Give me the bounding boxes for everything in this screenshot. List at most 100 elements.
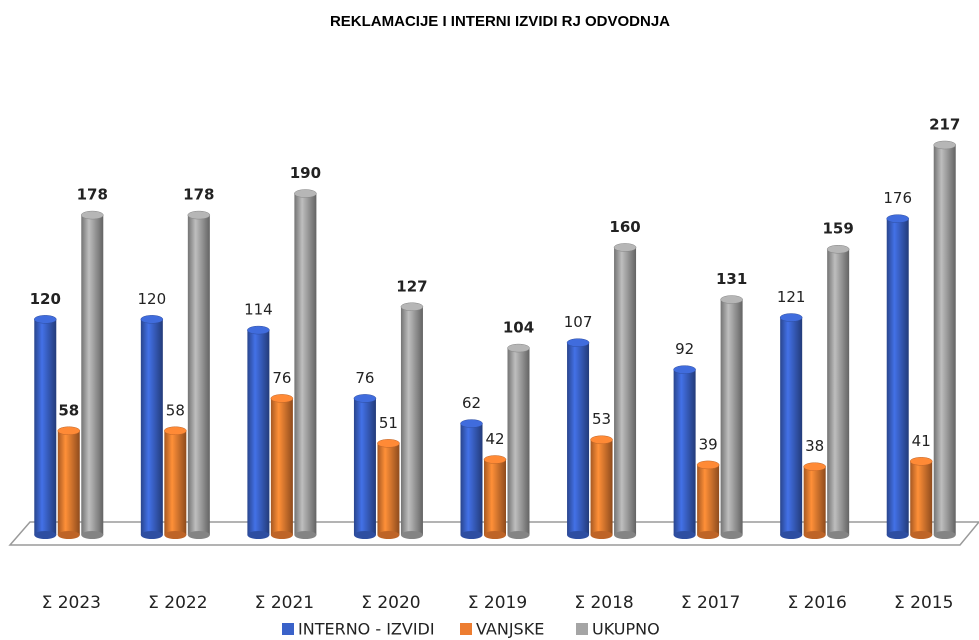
bar-body bbox=[507, 348, 530, 535]
bar bbox=[34, 315, 57, 539]
bar bbox=[933, 140, 956, 539]
bar-body bbox=[803, 466, 826, 535]
bar-bottom bbox=[187, 531, 210, 539]
bar-bottom bbox=[34, 531, 57, 539]
bar-bottom bbox=[697, 531, 720, 539]
bar-bottom bbox=[353, 531, 376, 539]
data-label: 41 bbox=[912, 432, 931, 450]
bar bbox=[294, 189, 317, 539]
legend-label: UKUPNO bbox=[592, 620, 660, 639]
data-label: 107 bbox=[564, 313, 593, 331]
bar-bottom bbox=[590, 531, 613, 539]
bar-body bbox=[933, 145, 956, 535]
bar-bottom bbox=[400, 531, 423, 539]
bar-top bbox=[34, 315, 57, 324]
data-label: 42 bbox=[485, 430, 504, 448]
bar-top bbox=[294, 189, 317, 198]
bar-top bbox=[187, 210, 211, 220]
bar-body bbox=[697, 464, 720, 535]
bar-top bbox=[483, 455, 507, 464]
bar bbox=[270, 394, 294, 539]
bar bbox=[566, 338, 590, 539]
bar-bottom bbox=[720, 531, 743, 539]
data-label: 121 bbox=[777, 288, 806, 306]
x-tick-label: Σ 2023 bbox=[42, 593, 101, 613]
bar-top bbox=[696, 460, 720, 470]
bar-bottom bbox=[567, 531, 590, 539]
bar bbox=[909, 457, 933, 539]
bar bbox=[57, 426, 81, 539]
x-tick-label: Σ 2015 bbox=[894, 593, 953, 613]
bar-bottom bbox=[140, 531, 163, 539]
bar-bottom bbox=[57, 531, 80, 539]
bar-body bbox=[614, 247, 637, 536]
data-label: 114 bbox=[244, 301, 273, 319]
x-tick-label: Σ 2016 bbox=[787, 593, 846, 613]
bar-bottom bbox=[377, 531, 400, 539]
bar-top bbox=[507, 343, 530, 353]
bar-bottom bbox=[910, 531, 933, 539]
bar-bottom bbox=[827, 531, 850, 539]
data-label: 58 bbox=[166, 401, 185, 419]
data-label: 159 bbox=[823, 220, 854, 238]
bar-body bbox=[886, 218, 909, 535]
x-tick-label: Σ 2021 bbox=[255, 593, 314, 613]
x-tick-label: Σ 2019 bbox=[468, 593, 527, 613]
x-tick-label: Σ 2017 bbox=[681, 593, 740, 613]
bar bbox=[140, 315, 164, 539]
bar bbox=[81, 210, 104, 539]
bar-top bbox=[81, 210, 104, 220]
data-label: 127 bbox=[396, 277, 427, 295]
bar-body bbox=[187, 215, 210, 535]
bar bbox=[507, 343, 530, 539]
bar-bottom bbox=[780, 531, 803, 539]
bar-body bbox=[140, 319, 163, 535]
bar-top bbox=[613, 243, 637, 252]
bar-body bbox=[164, 430, 187, 535]
bar-top bbox=[270, 394, 294, 403]
bar-body bbox=[827, 249, 850, 535]
bar-body bbox=[247, 330, 270, 535]
bar-bottom bbox=[673, 531, 696, 539]
bar-top bbox=[720, 295, 743, 304]
bar-top bbox=[886, 214, 909, 223]
data-label: 58 bbox=[58, 401, 79, 419]
bar-body bbox=[294, 193, 317, 536]
data-label: 76 bbox=[355, 369, 374, 387]
bar-top bbox=[933, 140, 956, 150]
legend-label: INTERNO - IZVIDI bbox=[298, 620, 435, 639]
data-label: 160 bbox=[609, 218, 640, 236]
bar-top bbox=[57, 426, 81, 436]
data-label: 120 bbox=[138, 290, 167, 308]
data-label: 178 bbox=[77, 186, 108, 204]
bar bbox=[720, 295, 743, 539]
bar-top bbox=[909, 457, 933, 466]
bar-top bbox=[353, 394, 377, 403]
bar bbox=[247, 325, 270, 539]
chart-title: REKLAMACIJE I INTERNI IZVIDI RJ ODVODNJA bbox=[330, 13, 670, 30]
data-label: 120 bbox=[30, 290, 61, 308]
bar-body bbox=[377, 443, 400, 535]
bar-top bbox=[803, 462, 826, 471]
bar bbox=[483, 455, 507, 539]
bar bbox=[400, 302, 424, 539]
bar bbox=[779, 313, 803, 539]
x-tick-label: Σ 2022 bbox=[148, 593, 207, 613]
bar-body bbox=[484, 459, 506, 535]
data-label: 178 bbox=[183, 186, 214, 204]
bar-bottom bbox=[81, 531, 104, 539]
bar-top bbox=[140, 315, 164, 324]
bar-top bbox=[566, 338, 590, 347]
bar-bottom bbox=[614, 531, 637, 539]
x-tick-label: Σ 2020 bbox=[361, 593, 420, 613]
bar-top bbox=[164, 426, 187, 436]
bar bbox=[613, 243, 637, 539]
bar-bottom bbox=[484, 531, 506, 539]
bar-top bbox=[590, 435, 613, 444]
data-label: 53 bbox=[592, 410, 611, 428]
bar-top bbox=[400, 302, 424, 312]
bar-body bbox=[353, 398, 376, 535]
bar bbox=[826, 244, 850, 539]
data-label: 131 bbox=[716, 270, 747, 288]
data-label: 104 bbox=[503, 319, 534, 337]
